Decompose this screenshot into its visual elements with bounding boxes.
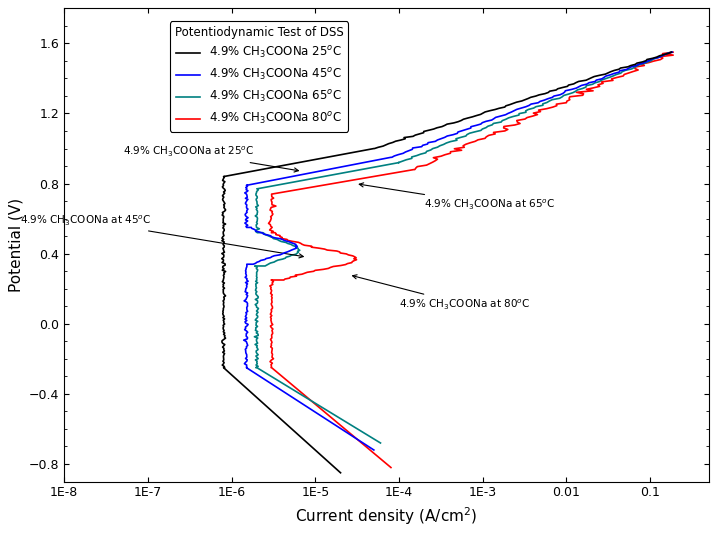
4.9% CH$_3$COONa 65$^o$C xyxy=(376,440,385,446)
4.9% CH$_3$COONa 45$^o$C xyxy=(243,302,252,308)
X-axis label: Current density (A/cm$^2$): Current density (A/cm$^2$) xyxy=(295,505,478,526)
4.9% CH$_3$COONa 65$^o$C xyxy=(274,377,282,384)
4.9% CH$_3$COONa 80$^o$C xyxy=(267,230,275,236)
4.9% CH$_3$COONa 45$^o$C xyxy=(369,447,378,453)
Y-axis label: Potential (V): Potential (V) xyxy=(9,198,24,292)
Line: 4.9% CH$_3$COONa 25$^o$C: 4.9% CH$_3$COONa 25$^o$C xyxy=(222,52,672,473)
4.9% CH$_3$COONa 45$^o$C xyxy=(668,49,677,55)
4.9% CH$_3$COONa 45$^o$C xyxy=(287,173,295,180)
4.9% CH$_3$COONa 65$^o$C xyxy=(538,102,547,109)
4.9% CH$_3$COONa 25$^o$C xyxy=(409,133,417,140)
4.9% CH$_3$COONa 25$^o$C xyxy=(218,184,227,190)
Line: 4.9% CH$_3$COONa 45$^o$C: 4.9% CH$_3$COONa 45$^o$C xyxy=(244,52,673,450)
4.9% CH$_3$COONa 65$^o$C xyxy=(293,248,302,255)
Text: 4.9% CH$_3$COONa at 45$^o$C: 4.9% CH$_3$COONa at 45$^o$C xyxy=(21,213,303,258)
4.9% CH$_3$COONa 25$^o$C xyxy=(242,169,251,175)
4.9% CH$_3$COONa 80$^o$C xyxy=(383,461,391,468)
4.9% CH$_3$COONa 45$^o$C xyxy=(433,137,442,143)
4.9% CH$_3$COONa 80$^o$C xyxy=(323,411,331,417)
4.9% CH$_3$COONa 25$^o$C xyxy=(335,152,343,158)
4.9% CH$_3$COONa 45$^o$C xyxy=(242,307,251,314)
4.9% CH$_3$COONa 65$^o$C xyxy=(343,419,351,426)
4.9% CH$_3$COONa 25$^o$C xyxy=(668,49,676,55)
Line: 4.9% CH$_3$COONa 65$^o$C: 4.9% CH$_3$COONa 65$^o$C xyxy=(255,52,671,443)
4.9% CH$_3$COONa 45$^o$C xyxy=(287,394,295,400)
4.9% CH$_3$COONa 80$^o$C xyxy=(267,296,276,302)
4.9% CH$_3$COONa 80$^o$C xyxy=(270,366,278,373)
4.9% CH$_3$COONa 45$^o$C xyxy=(496,113,505,119)
4.9% CH$_3$COONa 65$^o$C xyxy=(305,396,313,403)
4.9% CH$_3$COONa 80$^o$C xyxy=(284,379,293,385)
Text: 4.9% CH$_3$COONa at 80$^o$C: 4.9% CH$_3$COONa at 80$^o$C xyxy=(353,275,531,312)
4.9% CH$_3$COONa 25$^o$C xyxy=(300,158,309,165)
4.9% CH$_3$COONa 65$^o$C xyxy=(667,49,675,55)
4.9% CH$_3$COONa 65$^o$C xyxy=(252,271,261,277)
4.9% CH$_3$COONa 25$^o$C xyxy=(336,470,345,476)
4.9% CH$_3$COONa 80$^o$C xyxy=(386,464,395,471)
4.9% CH$_3$COONa 80$^o$C xyxy=(669,49,678,55)
Line: 4.9% CH$_3$COONa 80$^o$C: 4.9% CH$_3$COONa 80$^o$C xyxy=(269,52,673,468)
4.9% CH$_3$COONa 25$^o$C xyxy=(291,429,300,435)
Legend: 4.9% CH$_3$COONa 25$^o$C, 4.9% CH$_3$COONa 45$^o$C, 4.9% CH$_3$COONa 65$^o$C, 4.: 4.9% CH$_3$COONa 25$^o$C, 4.9% CH$_3$COO… xyxy=(170,21,348,132)
Text: 4.9% CH$_3$COONa at 65$^o$C: 4.9% CH$_3$COONa at 65$^o$C xyxy=(359,183,556,212)
Text: 4.9% CH$_3$COONa at 25$^o$C: 4.9% CH$_3$COONa at 25$^o$C xyxy=(123,145,298,172)
